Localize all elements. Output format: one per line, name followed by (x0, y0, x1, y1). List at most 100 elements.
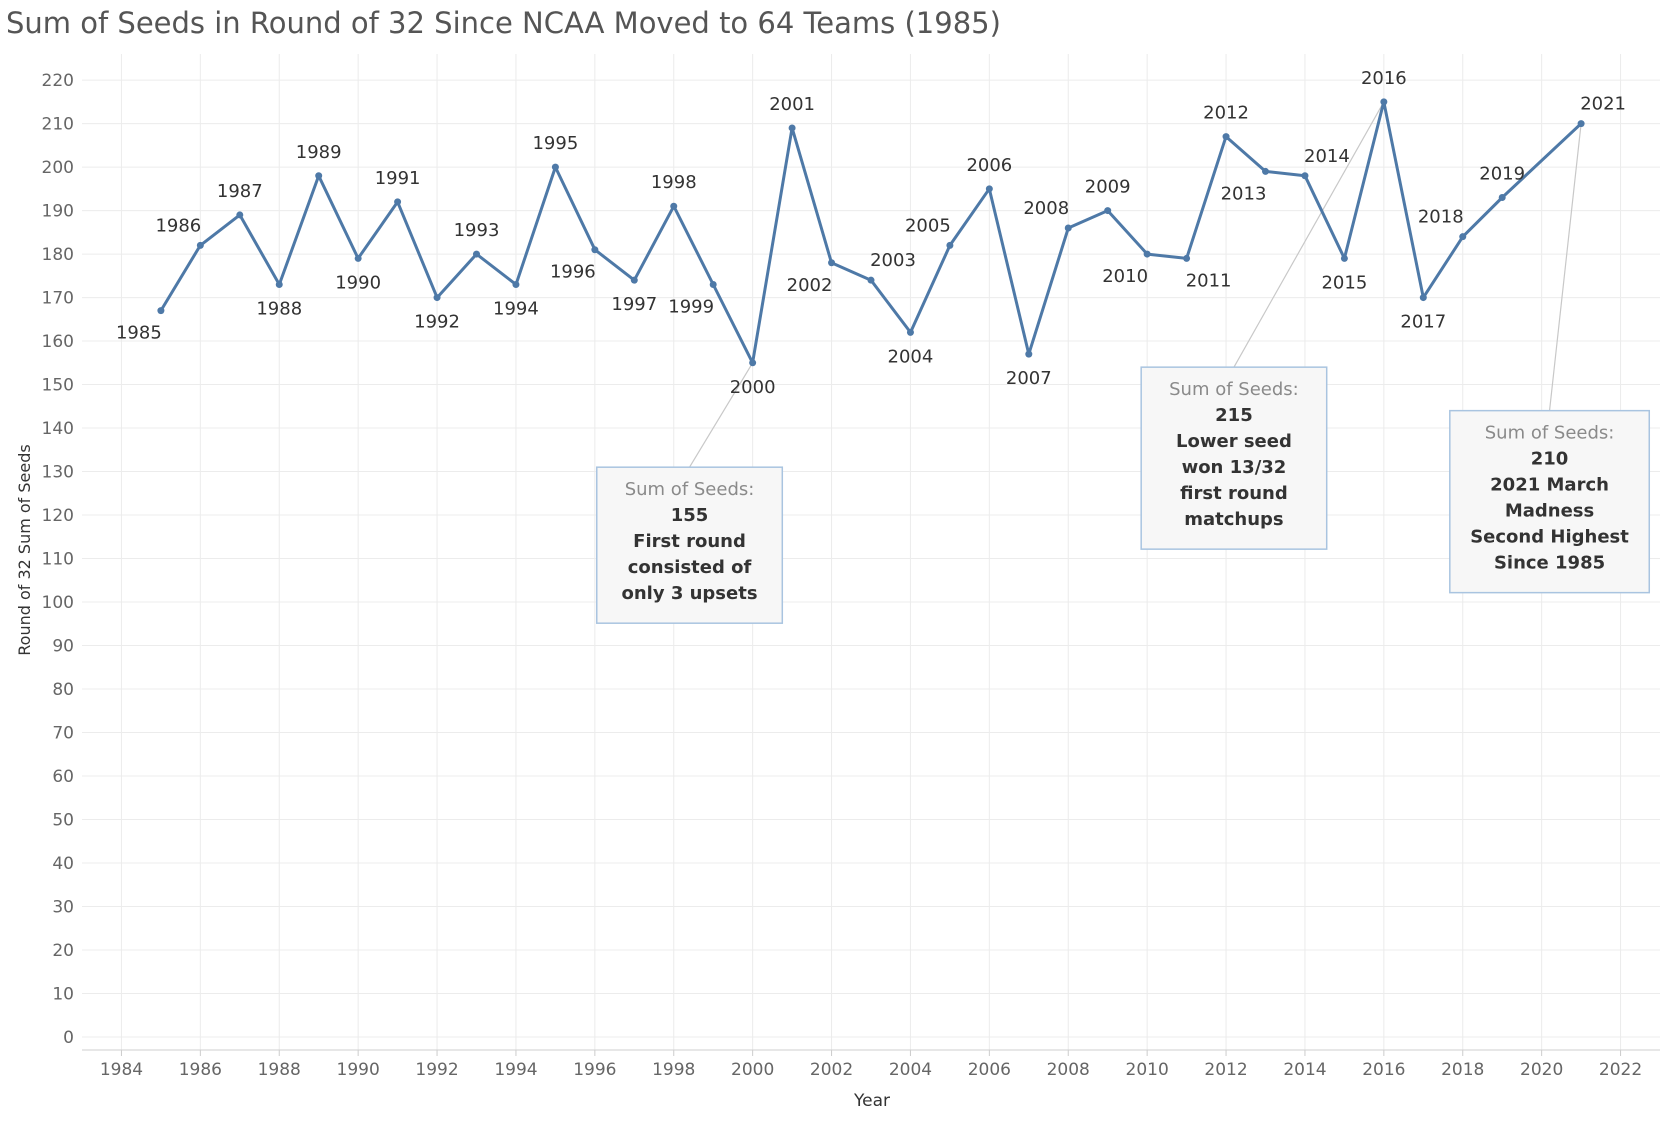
annotation-line: Second Highest (1470, 527, 1629, 548)
annotation-line: matchups (1184, 509, 1283, 530)
y-tick-label: 80 (52, 680, 74, 700)
data-point-1986[interactable] (196, 241, 204, 249)
data-point-1995[interactable] (551, 163, 559, 171)
data-label-2012: 2012 (1203, 103, 1249, 124)
data-label-2017: 2017 (1400, 312, 1446, 333)
data-label-1989: 1989 (296, 142, 342, 163)
chart-title: Sum of Seeds in Round of 32 Since NCAA M… (6, 6, 1001, 40)
annotation-line: 210 (1531, 449, 1569, 470)
data-point-1989[interactable] (315, 172, 323, 180)
data-point-1993[interactable] (473, 250, 480, 258)
data-label-2005: 2005 (905, 215, 951, 236)
data-label-1999: 1999 (668, 297, 714, 318)
annotation-line: First round (633, 531, 746, 552)
annotation-2000: Sum of Seeds: 155 First round consisted of o… (596, 466, 784, 624)
data-label-1996: 1996 (550, 262, 596, 283)
data-label-1985: 1985 (116, 323, 162, 344)
x-tick-label: 1988 (258, 1060, 301, 1080)
data-point-2001[interactable] (788, 124, 796, 132)
data-point-2015[interactable] (1340, 254, 1348, 262)
data-point-2005[interactable] (946, 241, 954, 249)
x-tick-label: 2014 (1283, 1060, 1326, 1080)
data-label-1998: 1998 (651, 172, 697, 193)
data-label-2018: 2018 (1418, 207, 1464, 228)
data-point-1997[interactable] (630, 276, 638, 284)
data-point-1992[interactable] (433, 294, 441, 302)
data-point-2021[interactable] (1577, 120, 1585, 128)
data-label-1997: 1997 (611, 294, 657, 315)
x-tick-label: 2016 (1362, 1060, 1405, 1080)
annotation-leader (1548, 123, 1582, 411)
data-point-2009[interactable] (1104, 207, 1112, 215)
annotation-2021: Sum of Seeds: 210 2021 March Madness Second … (1449, 409, 1651, 594)
x-axis-label: Year (853, 1091, 890, 1111)
y-tick-label: 180 (42, 245, 74, 265)
annotation-line: won 13/32 (1182, 457, 1287, 478)
data-point-2016[interactable] (1380, 98, 1388, 106)
annotation-box (1140, 366, 1328, 550)
data-label-1988: 1988 (256, 299, 302, 320)
y-tick-label: 160 (42, 332, 74, 352)
annotation-box (1449, 409, 1651, 594)
y-tick-label: 220 (42, 71, 74, 91)
x-tick-label: 2020 (1520, 1060, 1563, 1080)
data-label-1994: 1994 (493, 299, 539, 320)
data-point-1985[interactable] (157, 307, 165, 315)
data-point-1999[interactable] (709, 281, 717, 289)
data-point-2013[interactable] (1262, 167, 1269, 175)
data-point-1991[interactable] (394, 198, 402, 206)
data-label-1987: 1987 (217, 181, 263, 202)
data-label-2007: 2007 (1006, 368, 1052, 389)
data-point-2007[interactable] (1025, 350, 1033, 358)
data-label-2003: 2003 (870, 250, 916, 271)
x-tick-label: 1994 (494, 1060, 537, 1080)
data-label-2010: 2010 (1102, 266, 1148, 287)
data-point-1994[interactable] (512, 281, 520, 289)
data-point-2018[interactable] (1459, 233, 1467, 241)
y-tick-label: 200 (42, 158, 74, 178)
y-tick-label: 30 (52, 897, 74, 917)
data-point-1996[interactable] (591, 246, 599, 254)
annotation-leader (689, 362, 754, 468)
data-point-2014[interactable] (1301, 172, 1309, 180)
annotation-2016: Sum of Seeds: 215 Lower seed won 13/32 first… (1140, 366, 1328, 550)
point-labels: 1985 1986 1987 1988 1989 1990 1991 1992 1993 1994… (116, 68, 1626, 398)
x-tick-label: 2018 (1441, 1060, 1484, 1080)
annotation-line: 155 (671, 505, 709, 526)
y-tick-label: 90 (52, 637, 74, 657)
data-point-1988[interactable] (275, 281, 283, 289)
data-point-2011[interactable] (1183, 254, 1191, 262)
x-tick-label: 1998 (652, 1060, 695, 1080)
x-tick-label: 2012 (1204, 1060, 1247, 1080)
annotation-header: Sum of Seeds: (625, 479, 755, 500)
grid-lines (82, 54, 1660, 1050)
x-tick-label: 2002 (810, 1060, 853, 1080)
annotation-header: Sum of Seeds: (1485, 423, 1615, 444)
series-path (159, 100, 1583, 365)
data-point-1998[interactable] (670, 202, 678, 210)
data-point-2006[interactable] (985, 185, 993, 193)
data-point-2017[interactable] (1419, 294, 1427, 302)
data-point-2008[interactable] (1064, 224, 1072, 232)
data-point-1990[interactable] (354, 254, 362, 262)
y-tick-label: 130 (42, 463, 74, 483)
annotation-line: 2021 March (1490, 475, 1609, 496)
x-tick-label: 2006 (968, 1060, 1011, 1080)
y-tick-label: 170 (42, 289, 74, 309)
data-point-1987[interactable] (236, 211, 244, 219)
data-point-2003[interactable] (867, 276, 875, 284)
data-point-2004[interactable] (906, 328, 914, 336)
data-point-2000[interactable] (749, 359, 757, 367)
data-point-2010[interactable] (1143, 250, 1151, 258)
data-point-2002[interactable] (828, 259, 836, 267)
y-tick-label: 70 (52, 723, 74, 743)
axes: Year Round of 32 Sum of Seeds 1984 1986 19… (15, 71, 1660, 1111)
x-tick-label: 1986 (179, 1060, 222, 1080)
data-label-1991: 1991 (375, 168, 421, 189)
data-point-2012[interactable] (1222, 133, 1230, 141)
x-tick-label: 1996 (573, 1060, 616, 1080)
x-tick-label: 1992 (415, 1060, 458, 1080)
data-point-2019[interactable] (1498, 194, 1506, 202)
y-tick-label: 100 (42, 593, 74, 613)
